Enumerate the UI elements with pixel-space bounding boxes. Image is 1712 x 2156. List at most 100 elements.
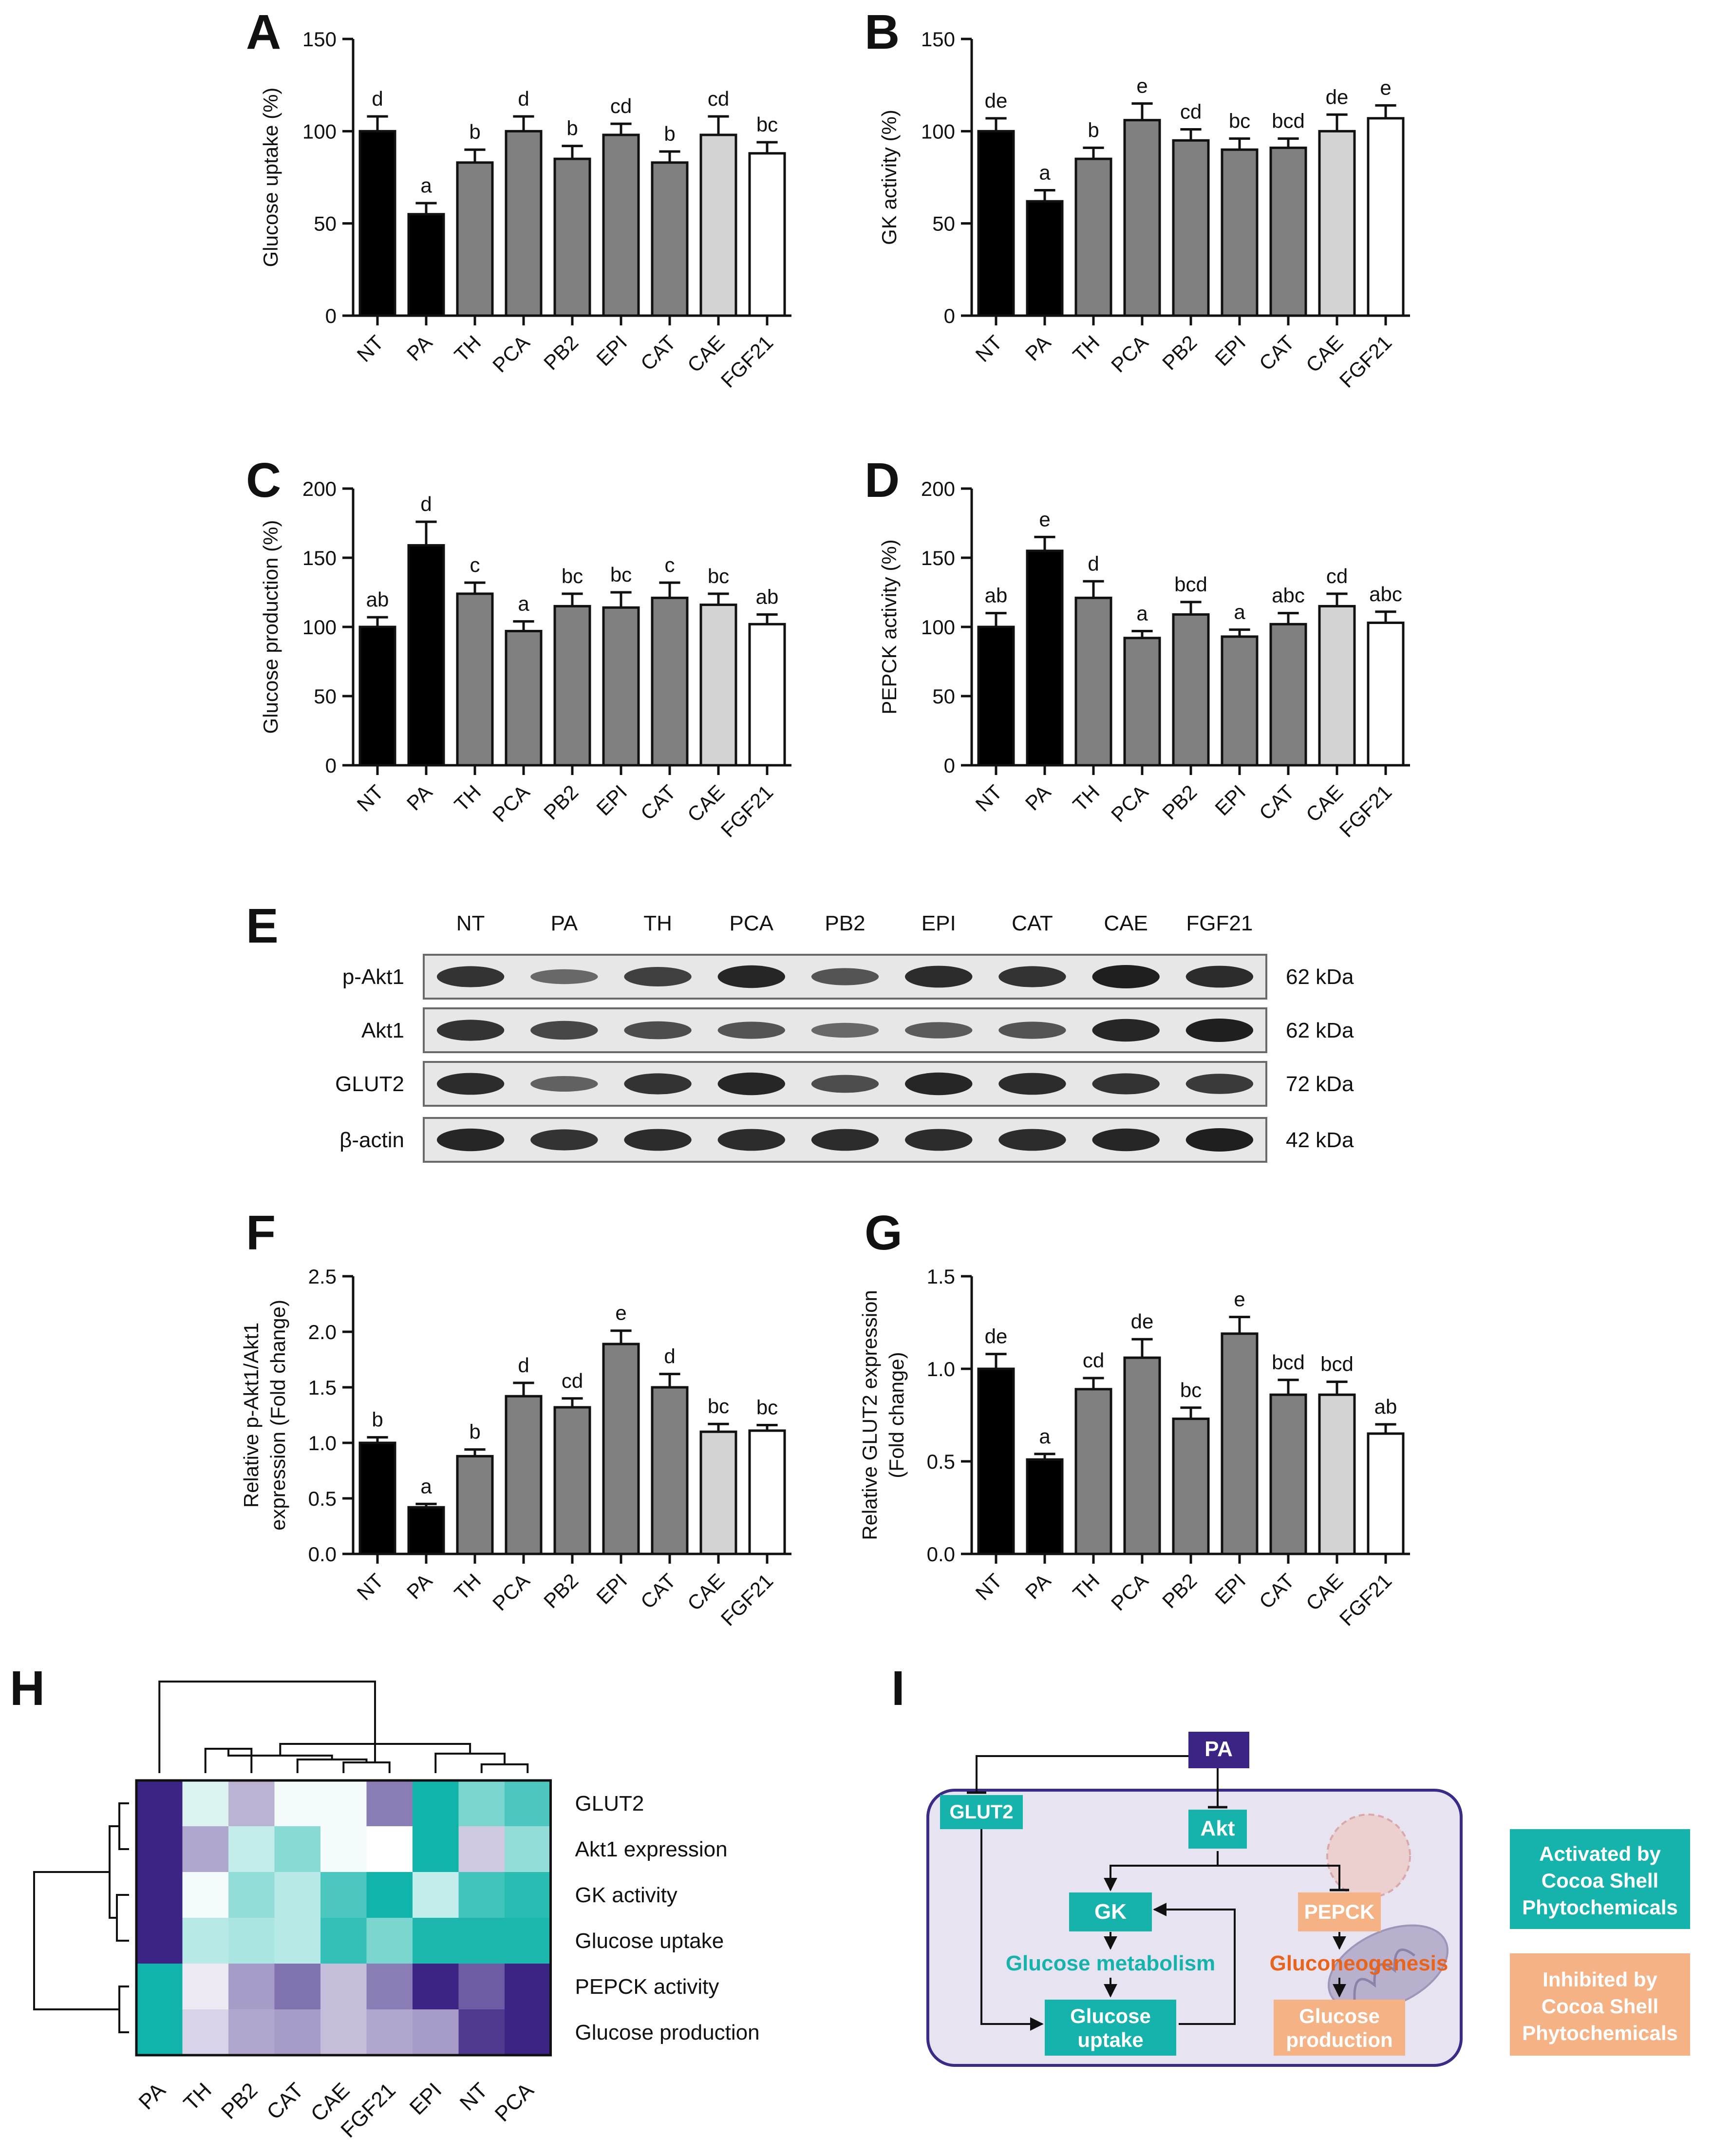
significance-letter: bcd — [1272, 109, 1305, 132]
heatmap-cell — [228, 1918, 275, 1964]
blot-band — [717, 965, 785, 988]
legend-activated-line3: Phytochemicals — [1522, 1896, 1678, 1919]
x-tick-label: PCA — [488, 1569, 534, 1615]
legend-activated-box — [1510, 1829, 1690, 1929]
y-tick-label: 200 — [302, 477, 337, 500]
blot-band — [624, 1073, 692, 1095]
heatmap-cell — [228, 2009, 275, 2056]
heatmap-col-label: EPI — [405, 2078, 447, 2119]
row-dendrogram-branch — [118, 1986, 129, 2033]
bar-nt — [358, 625, 396, 767]
significance-letter: de — [985, 89, 1008, 112]
akt-to-gk-arrow — [1104, 1865, 1218, 1891]
bar-chart-glucose-production: 0 50 100 150 200 Glucose production (%) ab NT d P… — [259, 477, 791, 842]
significance-letter: cd — [1180, 100, 1202, 123]
row-dendrogram-branch — [118, 1802, 129, 1850]
significance-letter: b — [566, 117, 578, 140]
legend-inhibited-line1: Inhibited by — [1543, 1968, 1657, 1991]
blot-band — [436, 1073, 505, 1095]
blot-band — [998, 1021, 1066, 1039]
y-axis-label: GK activity (%) — [878, 110, 901, 245]
y-tick-label: 0.0 — [927, 1543, 955, 1566]
bar-pb2 — [1172, 613, 1210, 767]
significance-letter: bc — [1229, 109, 1250, 132]
panel-label-e: E — [246, 899, 279, 953]
heatmap-cell — [366, 1872, 413, 1918]
y-tick-label: 0 — [325, 754, 337, 777]
significance-letter: a — [1234, 601, 1245, 624]
akt-box — [1188, 1810, 1247, 1849]
blot-band — [905, 1022, 973, 1039]
heatmap-cell — [228, 1780, 275, 1827]
blot-band — [998, 1129, 1066, 1151]
glut2-box-label: GLUT2 — [949, 1801, 1013, 1823]
significance-letter: bcd — [1320, 1353, 1354, 1376]
bar-epi — [602, 606, 640, 767]
nucleus-shape — [1326, 1814, 1411, 1898]
significance-letter: a — [420, 1475, 432, 1497]
bar-cae — [699, 133, 737, 317]
x-tick-label: PCA — [1107, 1569, 1152, 1615]
heatmap-row-label: Akt1 expression — [575, 1837, 728, 1861]
bar-pb2 — [553, 605, 591, 767]
blot-band — [811, 1129, 879, 1151]
significance-letter: ab — [985, 584, 1008, 607]
column-dendrogram-branch — [158, 1681, 376, 1773]
bar-chart-p-akt1-akt1: 0.0 0.5 1.0 1.5 2.0 2.5 Relative p-Akt1/Akt1 ex… — [240, 1265, 791, 1630]
significance-letter: e — [1234, 1288, 1245, 1311]
x-tick-label: PB2 — [539, 780, 583, 824]
column-dendrogram-branch — [279, 1743, 471, 1756]
blot-band — [1185, 1074, 1254, 1094]
x-tick-label: FGF21 — [716, 780, 778, 842]
blot-band — [811, 1022, 879, 1038]
heatmap-cell — [136, 2009, 183, 2056]
blot-band — [905, 965, 973, 988]
heatmap-cell — [366, 1964, 413, 2010]
gk-box-label: GK — [1094, 1900, 1127, 1924]
heatmap-cell — [413, 1780, 459, 1827]
blot-kda-label: 62 kDa — [1286, 1019, 1354, 1042]
significance-letter: e — [1039, 508, 1050, 530]
significance-letter: cd — [708, 87, 729, 110]
pa-box-label: PA — [1204, 1737, 1233, 1761]
x-tick-label: PA — [1021, 331, 1055, 365]
blot-band — [1092, 965, 1160, 988]
bar-th — [456, 1455, 494, 1555]
heatmap-row-label: PEPCK activity — [575, 1975, 719, 1999]
blot-band — [717, 1129, 785, 1151]
heatmap-cell — [458, 1780, 505, 1827]
heatmap-cell — [182, 2009, 229, 2056]
heatmap-cell — [458, 1964, 505, 2010]
y-tick-label: 1.0 — [927, 1358, 955, 1381]
heatmap-col-label: TH — [179, 2078, 216, 2115]
bar-pa — [1026, 200, 1064, 317]
glut2-to-uptake-arrow — [980, 1819, 1044, 2031]
heatmap-cell — [366, 2009, 413, 2056]
heatmap-cell — [366, 1918, 413, 1964]
bar-cae — [1318, 130, 1356, 317]
x-tick-label: CAT — [636, 1569, 680, 1613]
heatmap-cell — [274, 1918, 321, 1964]
heatmap-cell — [136, 1964, 183, 2010]
blot-lane-label: PA — [551, 911, 578, 935]
y-axis-label: Relative p-Akt1/Akt1 — [240, 1323, 263, 1508]
x-tick-label: CAT — [636, 331, 680, 375]
heatmap-row-label: Glucose production — [575, 2021, 760, 2044]
y-tick-label: 1.5 — [308, 1376, 337, 1399]
blot-band — [624, 1021, 692, 1040]
blot-lane-label: CAE — [1104, 911, 1148, 935]
y-axis-label: Glucose production (%) — [259, 520, 282, 734]
y-tick-label: 50 — [932, 212, 955, 235]
significance-letter: bc — [562, 565, 583, 587]
x-tick-label: PCA — [488, 780, 534, 826]
pepck-box-label: PEPCK — [1304, 1900, 1375, 1923]
bar-pa — [407, 213, 445, 317]
legend-activated-line2: Cocoa Shell — [1542, 1869, 1658, 1892]
blot-band — [436, 1128, 505, 1152]
y-tick-label: 2.5 — [308, 1265, 337, 1288]
heatmap-cell — [182, 1964, 229, 2010]
y-axis-label: Relative GLUT2 expression — [858, 1290, 881, 1540]
significance-letter: ab — [756, 585, 779, 608]
heatmap-cell — [413, 1872, 459, 1918]
bar-cat — [651, 1386, 689, 1555]
